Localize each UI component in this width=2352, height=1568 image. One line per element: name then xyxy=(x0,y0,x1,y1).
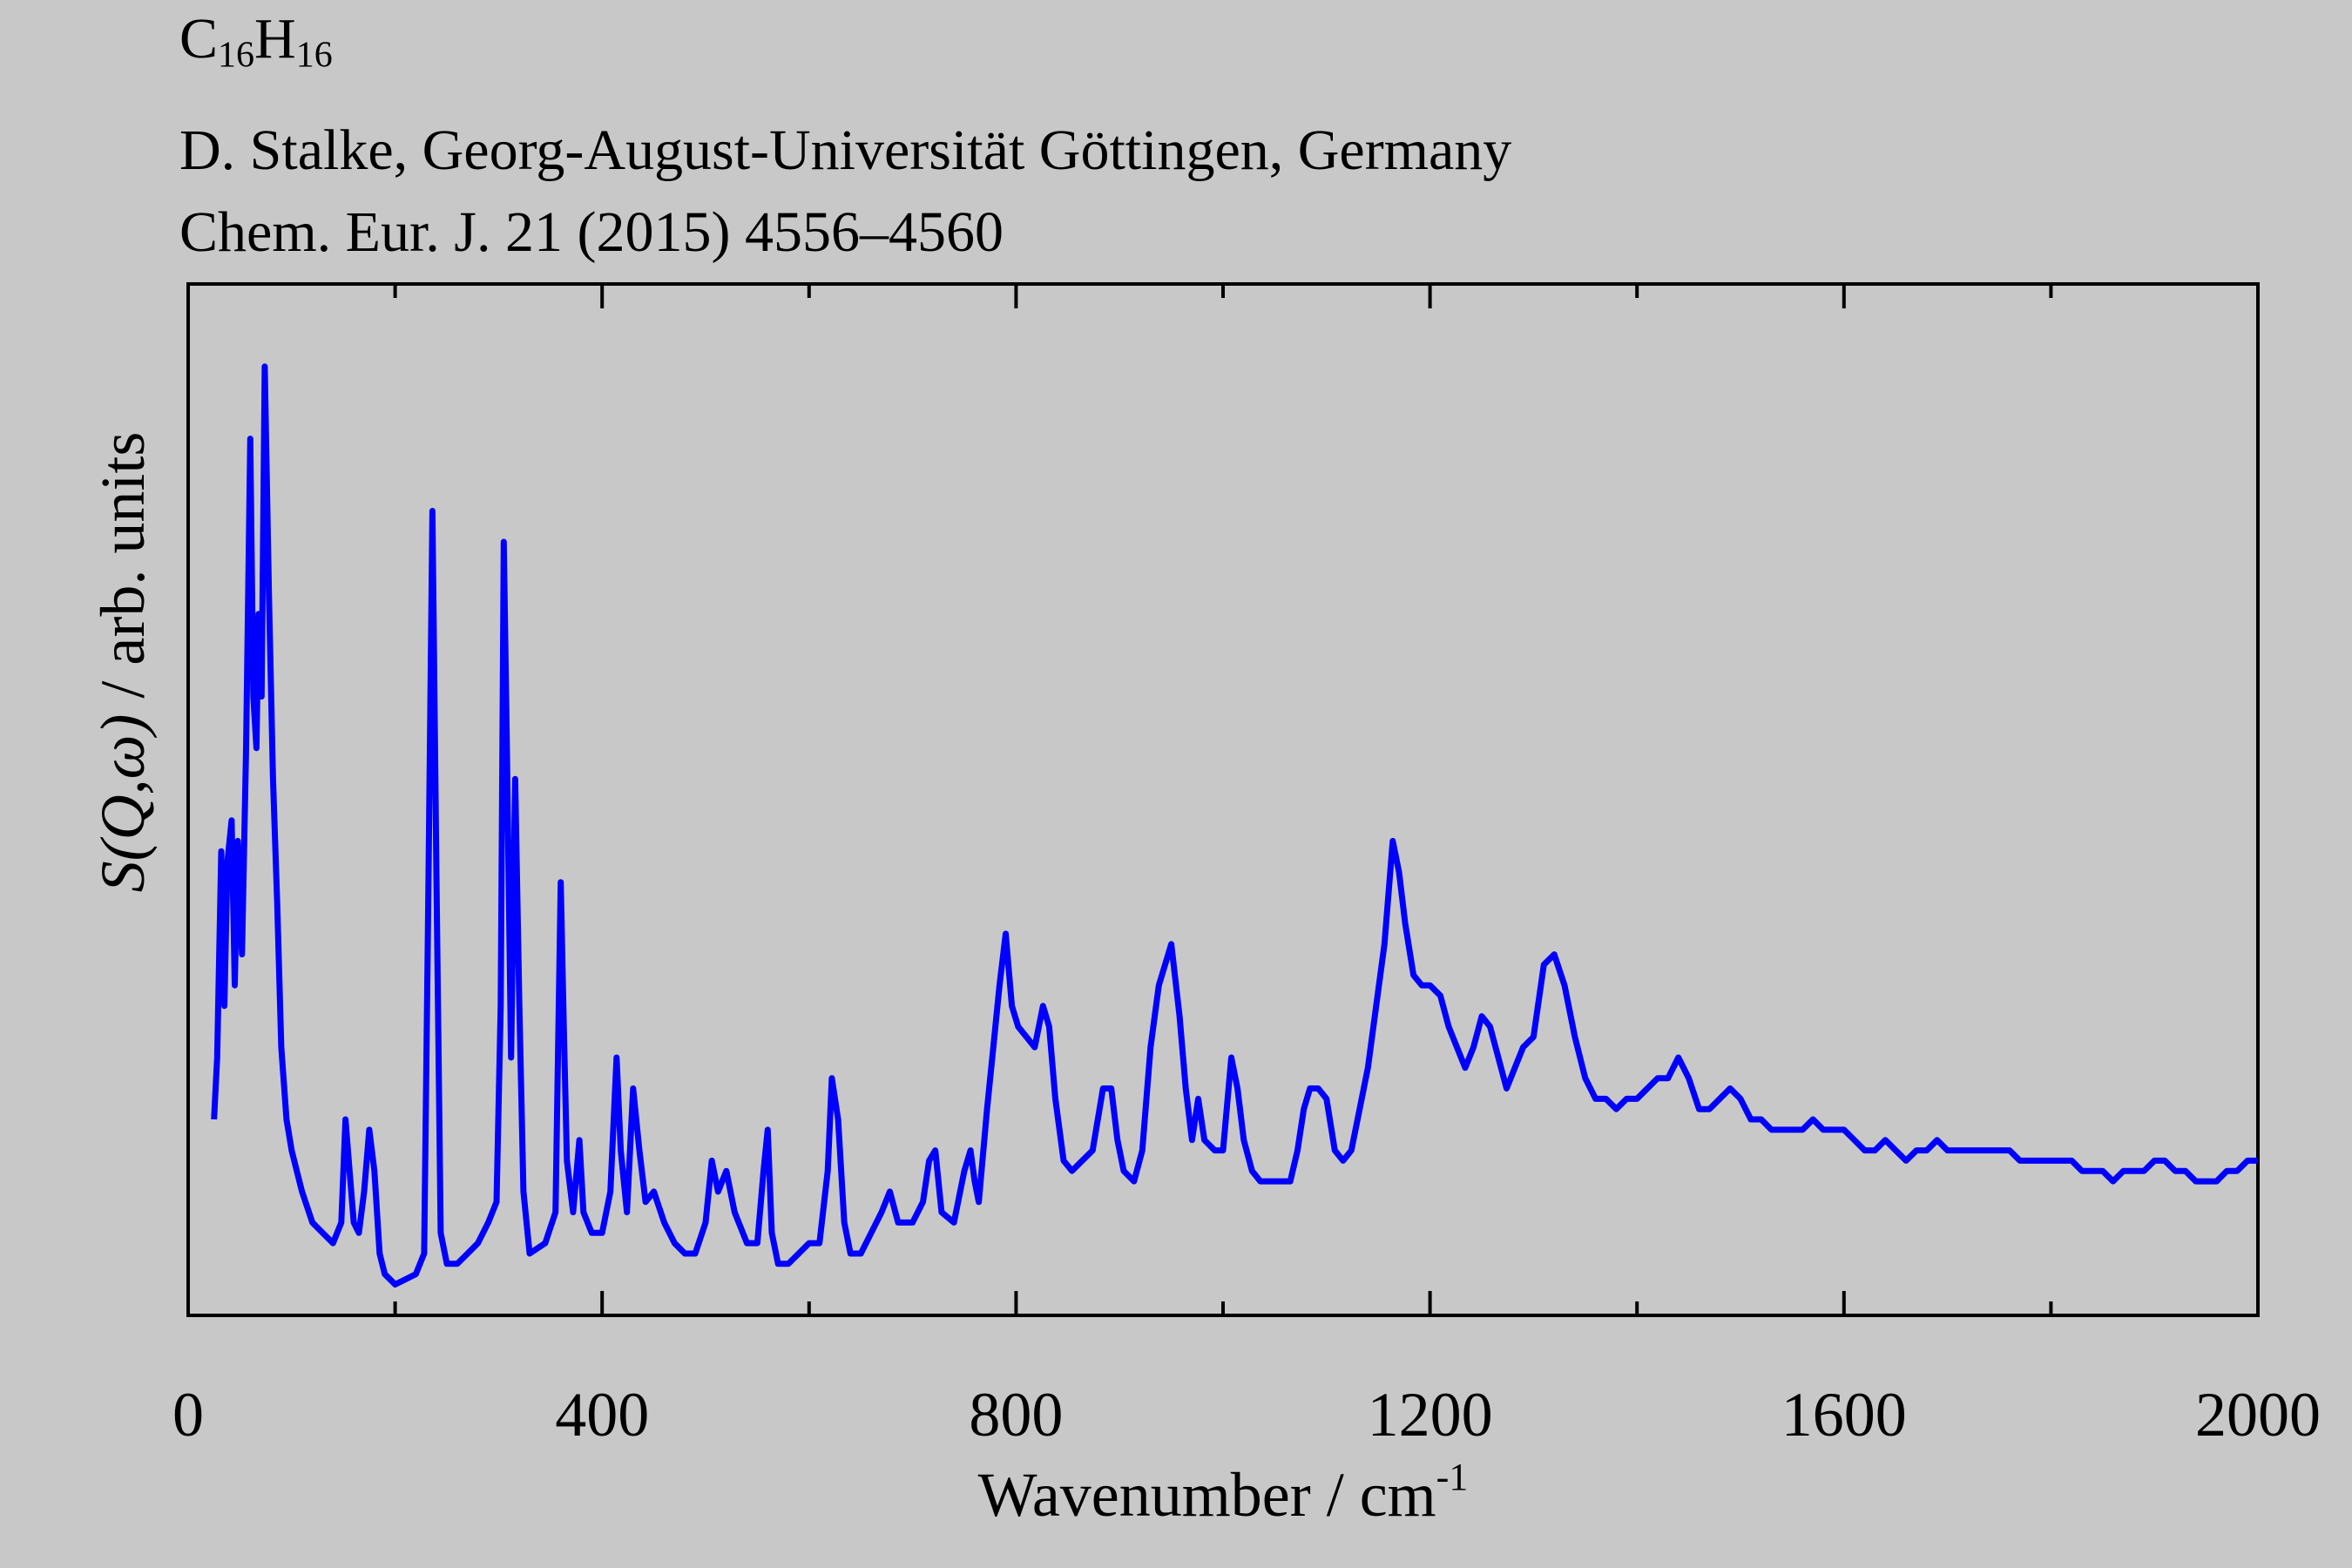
journal-reference: Chem. Eur. J. 21 (2015) 4556–4560 xyxy=(179,200,1004,264)
x-tick-label-400: 400 xyxy=(555,1380,649,1450)
x-axis-label-text: Wavenumber / cm xyxy=(978,1460,1436,1530)
y-axis-label-units: / arb. units xyxy=(88,432,158,714)
x-tick-label-1200: 1200 xyxy=(1368,1380,1493,1450)
x-axis-label: Wavenumber / cm-1 xyxy=(978,1456,1469,1530)
y-axis-label-symbol: S(Q,ω) xyxy=(88,714,158,893)
formula-carbon-count: 16 xyxy=(218,35,255,76)
chemical-formula: C16H16 xyxy=(179,10,333,74)
x-tick-label-1600: 1600 xyxy=(1781,1380,1907,1450)
x-axis-tick-labels: 0 400 800 1200 1600 2000 xyxy=(172,1380,2321,1450)
x-tick-label-2000: 2000 xyxy=(2195,1380,2321,1450)
author-affiliation: D. Stalke, Georg-August-Universität Gött… xyxy=(179,118,1512,182)
formula-hydrogen-count: 16 xyxy=(295,35,333,76)
x-tick-label-0: 0 xyxy=(172,1380,204,1450)
y-axis-label: S(Q,ω) / arb. units xyxy=(88,432,158,893)
formula-hydrogen: H xyxy=(254,7,296,71)
x-axis-label-superscript: -1 xyxy=(1436,1456,1469,1498)
x-tick-label-800: 800 xyxy=(969,1380,1063,1450)
formula-carbon: C xyxy=(179,7,219,71)
spectrum-series-line xyxy=(211,363,2258,1288)
x-axis-ticks xyxy=(186,284,2260,1315)
